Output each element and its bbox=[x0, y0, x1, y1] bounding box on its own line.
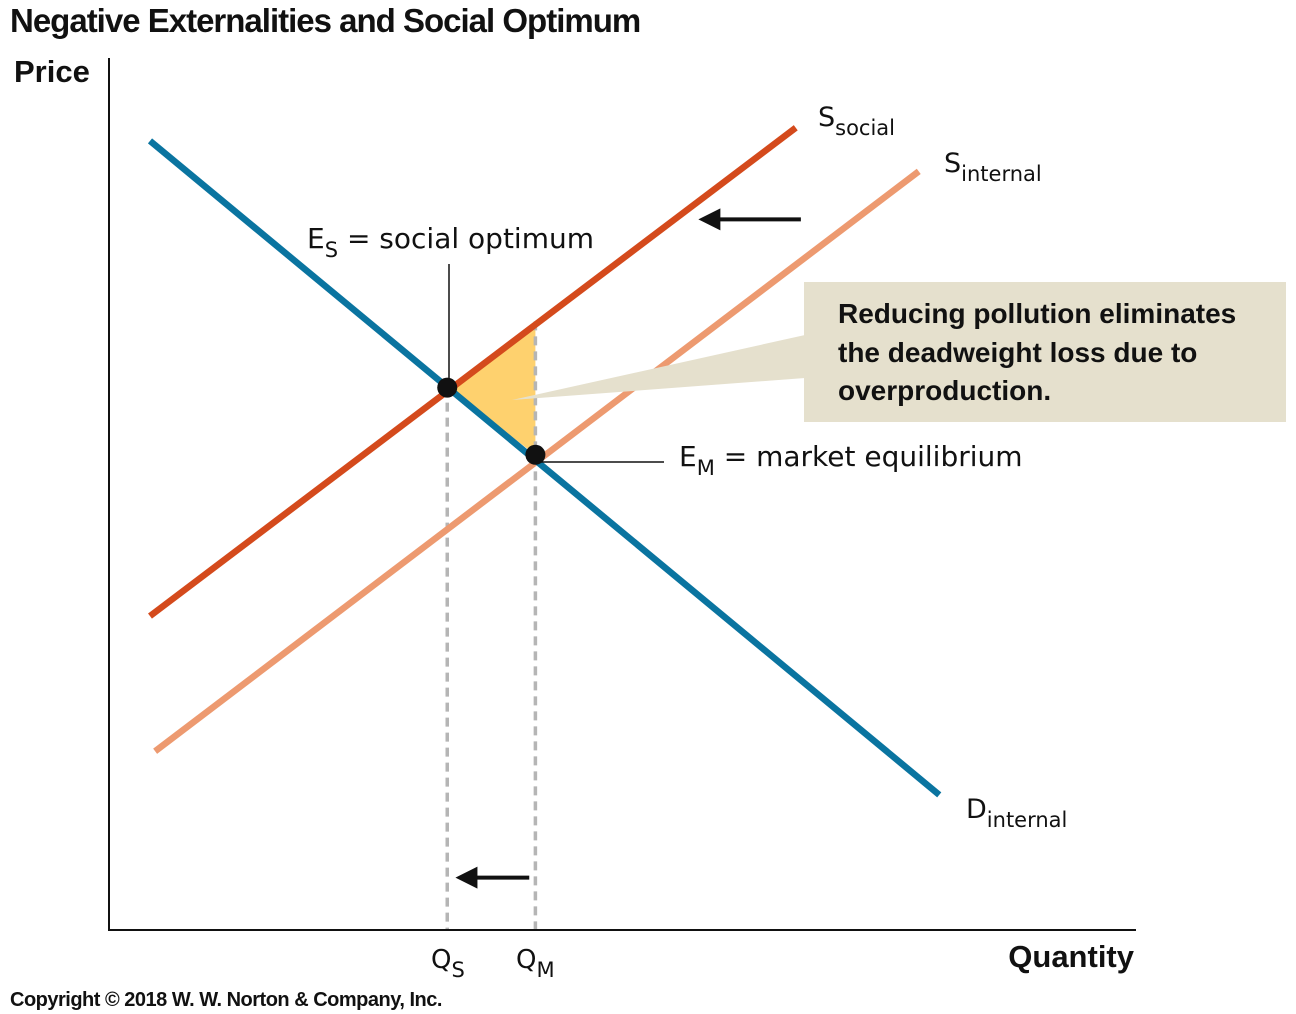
social-optimum-point bbox=[437, 377, 458, 398]
s-social-sub: social bbox=[835, 116, 895, 140]
tick-qs-sub: S bbox=[451, 958, 464, 982]
callout-line-3: overproduction. bbox=[838, 375, 1051, 406]
d-internal-label: Dinternal bbox=[966, 794, 1067, 832]
y-axis-label: Price bbox=[14, 54, 90, 89]
tick-label-qm: QM bbox=[516, 945, 555, 982]
quantity-shift-arrow bbox=[455, 866, 530, 889]
d-internal-curve bbox=[147, 138, 942, 798]
s-internal-main: S bbox=[944, 148, 961, 179]
equilibrium-points bbox=[437, 377, 546, 465]
shift-arrows bbox=[455, 208, 801, 889]
chart-title: Negative Externalities and Social Optimu… bbox=[10, 2, 640, 39]
s-social-main: S bbox=[818, 102, 835, 133]
market-equilibrium-sub: M bbox=[697, 456, 715, 480]
d-internal-main: D bbox=[966, 794, 987, 825]
market-equilibrium-label: EM = market equilibrium bbox=[679, 440, 1023, 480]
market-equilibrium-point bbox=[525, 444, 546, 465]
tick-label-qs: QS bbox=[431, 945, 465, 982]
callout-pointer bbox=[512, 335, 805, 400]
callout: Reducing pollution eliminates the deadwe… bbox=[512, 282, 1286, 422]
social-optimum-main: E bbox=[307, 222, 325, 255]
tick-qm-main: Q bbox=[516, 945, 536, 975]
x-axis-label: Quantity bbox=[1008, 939, 1134, 974]
social-optimum-sub: S bbox=[325, 238, 338, 262]
social-optimum-label: ES = social optimum bbox=[307, 222, 594, 262]
callout-line-2: the deadweight loss due to bbox=[838, 337, 1197, 368]
market-equilibrium-rest: = market equilibrium bbox=[715, 440, 1023, 473]
market-equilibrium-main: E bbox=[679, 440, 697, 473]
callout-box bbox=[804, 282, 1286, 422]
d-internal-sub: internal bbox=[987, 808, 1068, 832]
callout-line-1: Reducing pollution eliminates bbox=[838, 298, 1236, 329]
copyright-text: Copyright © 2018 W. W. Norton & Company,… bbox=[10, 989, 442, 1011]
social-optimum-rest: = social optimum bbox=[338, 222, 594, 255]
s-internal-sub: internal bbox=[961, 162, 1042, 186]
guide-dashes bbox=[445, 321, 538, 930]
s-social-label: Ssocial bbox=[818, 102, 895, 140]
s-internal-label: Sinternal bbox=[944, 148, 1042, 186]
supply-shift-arrow bbox=[698, 208, 801, 231]
tick-qs-main: Q bbox=[431, 945, 451, 975]
tick-qm-sub: M bbox=[536, 958, 554, 982]
s-social-curve bbox=[148, 125, 798, 619]
deadweight-loss-triangle bbox=[447, 321, 536, 455]
